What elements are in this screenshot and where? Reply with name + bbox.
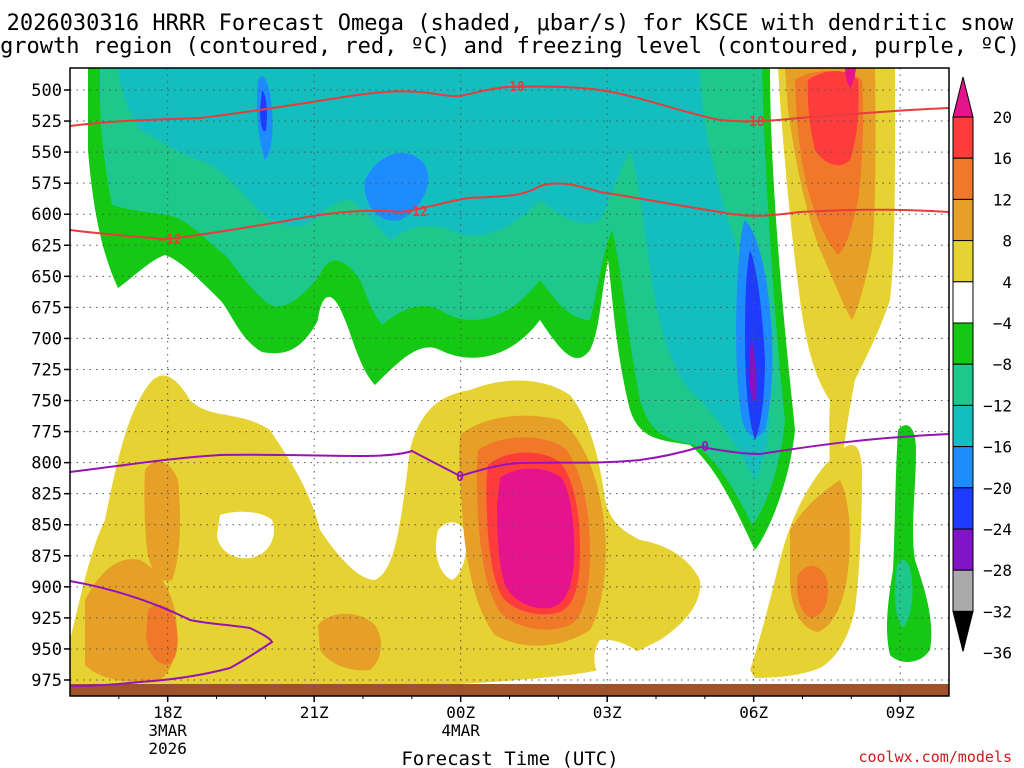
omega-region-magenta-lower (497, 468, 575, 609)
omega-region-lightblue-2 (364, 153, 429, 221)
x-axis-title: Forecast Time (UTC) (401, 748, 618, 768)
y-tick-label: 800 (31, 454, 62, 474)
colorbar-swatch (952, 446, 974, 489)
colorbar-label: 4 (1002, 273, 1012, 292)
contour-label-zero-b: 0 (701, 440, 709, 455)
y-tick-label: 700 (31, 329, 62, 349)
colorbar-label: −32 (983, 602, 1012, 621)
omega-hole-2 (435, 522, 467, 580)
x-tick-label: 03Z (593, 703, 622, 722)
colorbar: 20 16 12 8 4 −4 −8 −12 −16 −20 −24 −28 −32 −36 (952, 76, 1012, 663)
y-tick-label: 650 (31, 267, 62, 287)
contour-minus12 (70, 182, 949, 241)
x-tick-label: 21Z (300, 703, 329, 722)
gridlines (70, 68, 949, 696)
contour-zero-main (70, 433, 949, 478)
colorbar-swatch (952, 198, 974, 242)
dgz-contours (70, 85, 949, 241)
colorbar-label: 16 (993, 149, 1012, 168)
colorbar-swatch (952, 569, 974, 612)
omega-region-gold-lower-4 (318, 613, 382, 671)
y-tick-label: 750 (31, 392, 62, 412)
omega-region-orange-lower-2 (146, 604, 178, 665)
colorbar-label: 8 (1002, 232, 1012, 251)
omega-region-orange-right (797, 565, 828, 618)
x-tick-date: 3MAR (148, 721, 187, 740)
colorbar-swatch (952, 240, 974, 283)
omega-region-teal-right (894, 560, 913, 628)
colorbar-top-triangle (952, 76, 974, 118)
colorbar-label: −4 (993, 314, 1012, 333)
contour-label-minus12-a: −12 (158, 233, 181, 248)
contour-label-minus18-b: −18 (741, 115, 765, 130)
colorbar-swatch (952, 404, 974, 448)
y-tick-label: 550 (31, 143, 62, 163)
x-tick-label: 18Z (153, 703, 182, 722)
omega-hole-3 (594, 639, 650, 678)
y-tick-label: 675 (31, 298, 62, 318)
chart-title-line2: growth region (contoured, red, ºC) and f… (0, 34, 1020, 59)
y-tick-label: 825 (31, 485, 62, 505)
omega-region-purple (749, 340, 757, 401)
shaded-field: −18 −18 −12 −12 0 0 (70, 68, 949, 696)
colorbar-swatch (952, 157, 974, 200)
colorbar-swatch (952, 281, 974, 324)
x-tick-date: 4MAR (441, 721, 480, 740)
omega-region-blue (745, 250, 765, 440)
y-tick-label: 525 (31, 112, 62, 132)
y-tick-label: 500 (31, 81, 62, 101)
y-tick-label: 925 (31, 609, 62, 629)
colorbar-label: −36 (983, 644, 1012, 663)
contour-minus18 (70, 85, 949, 127)
colorbar-swatch (952, 487, 974, 530)
colorbar-label: −28 (983, 561, 1012, 580)
y-tick-label: 875 (31, 547, 62, 567)
omega-region-magenta-upper (845, 68, 856, 88)
x-tick-label: 00Z (446, 703, 475, 722)
x-tick-label: 09Z (886, 703, 915, 722)
x-tick-label: 06Z (739, 703, 768, 722)
chart-title-line1: 2026030316 HRRR Forecast Omega (shaded, … (7, 11, 1014, 36)
colorbar-label: −16 (983, 438, 1012, 457)
y-tick-label: 575 (31, 174, 62, 194)
omega-region-cyan (118, 68, 770, 480)
colorbar-swatch (952, 363, 974, 406)
colorbar-label: −8 (993, 355, 1012, 374)
omega-hole-1 (217, 511, 274, 559)
colorbar-swatch (952, 322, 974, 365)
omega-region-gold-lower-3 (144, 461, 180, 581)
colorbar-label: −20 (983, 479, 1012, 498)
colorbar-swatch (952, 528, 974, 571)
colorbar-label: −24 (983, 520, 1012, 539)
contour-label-minus12-b: −12 (404, 205, 427, 220)
y-tick-label: 600 (31, 205, 62, 225)
omega-region-red-upper (807, 71, 859, 166)
y-tick-label: 850 (31, 516, 62, 536)
y-tick-label: 900 (31, 578, 62, 598)
colorbar-label: 12 (993, 190, 1012, 209)
ground-surface (70, 684, 949, 696)
colorbar-swatch (952, 116, 974, 159)
contour-label-zero-a: 0 (456, 470, 464, 485)
y-tick-label: 625 (31, 236, 62, 256)
contour-labels: −18 −18 −12 −12 0 0 (158, 80, 765, 485)
y-axis: 500 525 550 575 600 625 650 675 700 725 750 775 800 8… (31, 81, 70, 691)
y-tick-label: 975 (31, 671, 62, 691)
watermark: coolwx.com/models (858, 748, 1012, 766)
colorbar-label: −12 (983, 396, 1012, 415)
contour-label-minus18-a: −18 (501, 80, 525, 95)
freezing-contours (70, 433, 949, 687)
y-tick-label: 725 (31, 360, 62, 380)
y-tick-label: 950 (31, 640, 62, 660)
colorbar-bottom-triangle (952, 610, 974, 652)
colorbar-label: 20 (993, 108, 1012, 127)
y-tick-label: 775 (31, 423, 62, 443)
contour-zero-lower (70, 580, 274, 687)
x-tick-year: 2026 (148, 739, 187, 758)
